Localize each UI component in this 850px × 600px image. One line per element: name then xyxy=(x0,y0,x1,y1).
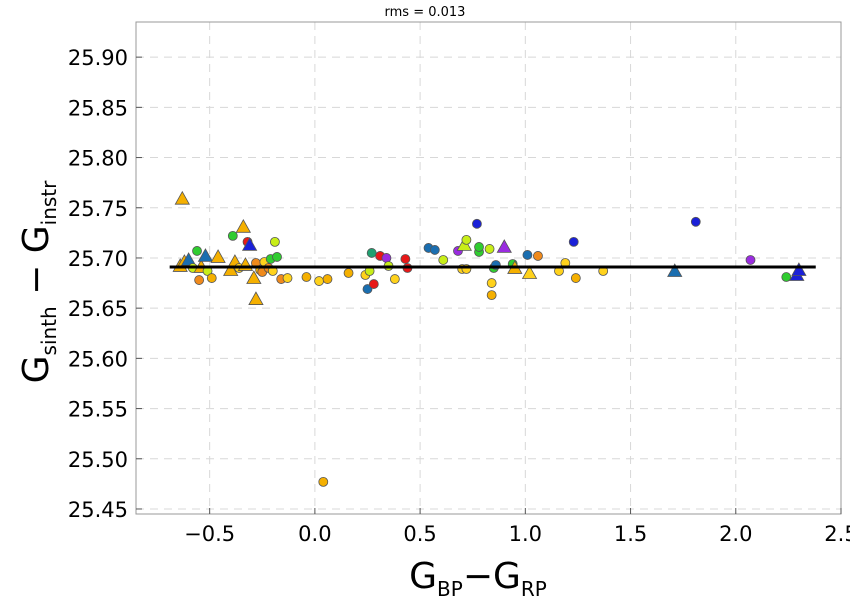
data-point-triangle xyxy=(246,270,262,284)
x-tick-label: 2.0 xyxy=(719,522,752,546)
data-point-circle xyxy=(400,254,411,264)
data-point-triangle xyxy=(174,190,190,205)
data-point-circle xyxy=(570,273,581,283)
y-tick-label: 25.80 xyxy=(68,147,128,171)
x-tick-label: 0.5 xyxy=(403,522,436,546)
data-point-circle xyxy=(472,218,482,229)
y-tick-label: 25.65 xyxy=(68,297,128,321)
data-point-triangle xyxy=(496,239,512,253)
y-tick-label: 25.70 xyxy=(68,247,128,271)
data-point-circle xyxy=(461,234,472,245)
data-point-circle xyxy=(745,255,756,265)
x-label-sub2: RP xyxy=(521,577,547,600)
x-tick-label: 0.0 xyxy=(298,522,331,546)
data-point-circle xyxy=(533,251,543,261)
data-point-triangle xyxy=(521,265,538,279)
x-tick-label: −0.5 xyxy=(184,522,235,546)
y-label-main: G xyxy=(16,355,57,383)
y-label-main2: − G xyxy=(16,225,57,306)
data-point-circle xyxy=(522,250,533,260)
y-label-sub2: instr xyxy=(37,180,61,225)
data-point-triangle xyxy=(223,262,239,276)
x-tick-label: 2.5 xyxy=(824,522,850,546)
data-point-triangle xyxy=(197,248,214,262)
data-point-triangle xyxy=(235,219,252,233)
data-point-triangle xyxy=(241,237,258,251)
x-axis-label: GBP−GRP xyxy=(409,556,547,600)
plot-area-frame xyxy=(135,21,842,515)
x-label-sub1: BP xyxy=(437,577,463,600)
data-point-triangle xyxy=(667,263,683,277)
data-point-circle xyxy=(389,274,400,284)
data-point-circle xyxy=(314,276,324,286)
data-point-circle xyxy=(368,279,379,289)
data-point-circle xyxy=(301,272,312,282)
y-axis-label: Gsinth − Ginstr xyxy=(16,180,61,384)
x-label-main: G xyxy=(409,556,437,597)
data-point-circle xyxy=(318,476,329,487)
data-point-triangle xyxy=(180,252,197,266)
data-point-circle xyxy=(194,275,205,285)
data-point-circle xyxy=(486,290,497,301)
data-point-circle xyxy=(362,284,373,294)
data-point-circle xyxy=(272,252,282,262)
data-point-triangle xyxy=(791,262,807,276)
data-point-triangle xyxy=(210,249,226,263)
chart-title: rms = 0.013 xyxy=(385,5,466,20)
x-tick-label: 1.5 xyxy=(614,522,647,546)
y-tick-label: 25.55 xyxy=(68,398,128,422)
data-point-circle xyxy=(429,245,440,255)
data-points xyxy=(172,190,807,487)
data-point-circle xyxy=(486,278,497,288)
data-point-circle xyxy=(690,216,701,227)
y-label-sub1: sinth xyxy=(37,306,61,355)
y-tick-label: 25.50 xyxy=(68,448,128,472)
y-tick-label: 25.85 xyxy=(68,96,128,120)
y-tick-label: 25.45 xyxy=(68,498,128,522)
data-point-triangle xyxy=(248,291,264,305)
data-point-circle xyxy=(781,272,792,282)
data-point-circle xyxy=(227,230,238,241)
y-tick-label: 25.75 xyxy=(68,197,128,221)
data-point-circle xyxy=(568,236,579,247)
axis-ticks: −0.5 0.0 0.5 1.0 1.5 2.0 2.5 25.45 25.50 25.55 25.… xyxy=(68,46,850,546)
data-point-circle xyxy=(484,244,495,254)
data-point-circle xyxy=(438,255,449,265)
data-point-circle xyxy=(343,268,354,278)
data-point-circle xyxy=(322,274,333,284)
data-point-circle xyxy=(192,246,202,256)
data-point-circle xyxy=(381,253,392,263)
x-label-main2: −G xyxy=(463,556,521,597)
y-tick-label: 25.90 xyxy=(68,46,128,70)
data-point-circle xyxy=(474,242,484,252)
data-point-circle xyxy=(269,236,280,247)
data-point-circle xyxy=(282,273,293,283)
x-tick-label: 1.0 xyxy=(509,522,542,546)
data-point-circle xyxy=(206,273,217,283)
y-tick-label: 25.60 xyxy=(68,347,128,371)
data-point-circle xyxy=(366,248,377,258)
